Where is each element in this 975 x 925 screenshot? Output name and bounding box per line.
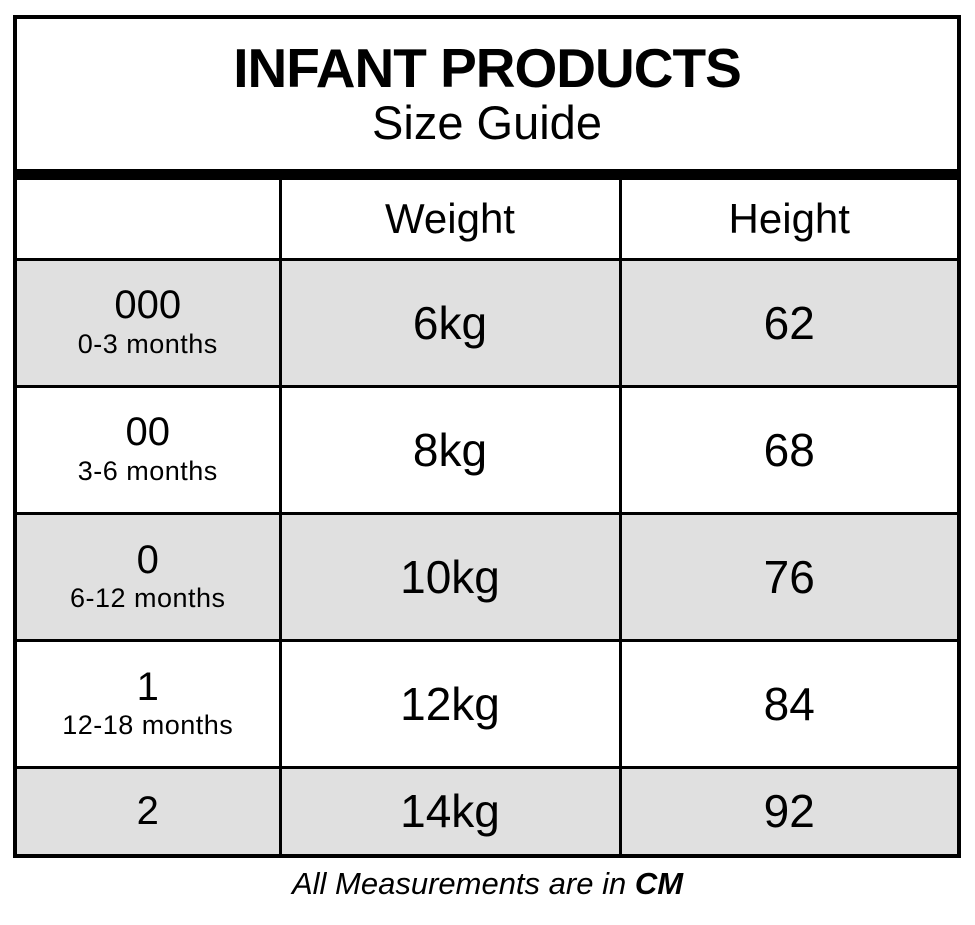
- age-range: 6-12 months: [69, 583, 226, 614]
- size-cell: 2: [17, 765, 282, 854]
- title-block: INFANT PRODUCTS Size Guide: [17, 19, 957, 180]
- age-range: 0-3 months: [77, 329, 218, 360]
- size-code: 000: [114, 283, 182, 328]
- age-range: 3-6 months: [77, 456, 218, 487]
- weight-value: 14kg: [278, 765, 622, 854]
- header-row: Weight Height: [17, 180, 957, 261]
- size-cell: 000 0-3 months: [17, 257, 282, 388]
- weight-value: 10kg: [278, 511, 622, 642]
- table-row: 2 14kg 92: [17, 765, 957, 854]
- height-value: 62: [618, 257, 957, 388]
- size-cell: 1 12-18 months: [17, 638, 282, 769]
- guide-subtitle: Size Guide: [372, 96, 602, 150]
- age-range: 12-18 months: [62, 710, 234, 741]
- height-value: 76: [618, 511, 957, 642]
- size-code: 1: [136, 664, 159, 709]
- height-value: 84: [618, 638, 957, 769]
- size-table-wrap: Weight Height 000 0-3 months 6kg 62 00: [17, 180, 957, 854]
- size-code: 0: [136, 537, 159, 582]
- weight-value: 6kg: [278, 257, 622, 388]
- table-row: 0 6-12 months 10kg 76: [17, 511, 957, 642]
- table-row: 000 0-3 months 6kg 62: [17, 257, 957, 388]
- column-header-size: [17, 180, 282, 261]
- size-cell: 0 6-12 months: [17, 511, 282, 642]
- size-code: 00: [125, 410, 171, 455]
- weight-value: 12kg: [278, 638, 622, 769]
- weight-value: 8kg: [278, 384, 622, 515]
- height-value: 92: [618, 765, 957, 854]
- measurement-unit: CM: [634, 866, 684, 901]
- column-header-weight: Weight: [278, 180, 622, 261]
- height-value: 68: [618, 384, 957, 515]
- measurement-note: All Measurements are in CM: [0, 866, 975, 902]
- measurement-note-text: All Measurements are in: [291, 866, 635, 901]
- size-guide-panel: INFANT PRODUCTS Size Guide Weight Height: [13, 15, 961, 858]
- table-row: 00 3-6 months 8kg 68: [17, 384, 957, 515]
- size-table: Weight Height 000 0-3 months 6kg 62 00: [17, 180, 957, 854]
- size-code: 2: [136, 789, 159, 834]
- guide-title: INFANT PRODUCTS: [233, 36, 741, 99]
- size-cell: 00 3-6 months: [17, 384, 282, 515]
- column-header-height: Height: [618, 180, 957, 261]
- table-row: 1 12-18 months 12kg 84: [17, 638, 957, 769]
